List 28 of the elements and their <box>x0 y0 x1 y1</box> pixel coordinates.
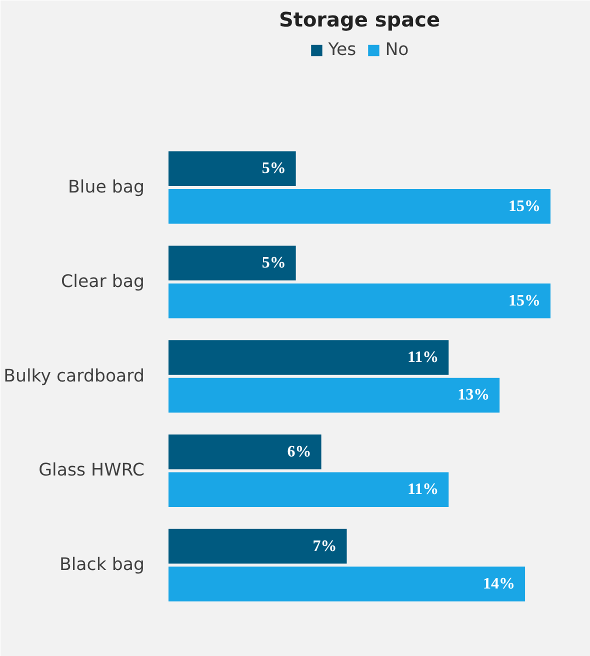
bar <box>168 528 347 564</box>
bar <box>168 189 550 224</box>
bar <box>168 378 500 413</box>
bar <box>168 566 526 602</box>
legend-label: No <box>385 40 409 60</box>
bar <box>168 472 449 507</box>
y-tick-label: Glass HWRC <box>38 460 145 481</box>
bar <box>168 283 550 318</box>
data-label: 14% <box>483 576 516 593</box>
bar <box>168 246 296 280</box>
data-label: 13% <box>458 386 490 404</box>
data-label: 5% <box>262 254 286 272</box>
chart-title: Storage space <box>278 8 440 32</box>
bar <box>168 151 296 186</box>
y-tick-label: Clear bag <box>61 272 145 292</box>
data-label: 5% <box>262 160 286 178</box>
y-tick-label: Black bag <box>59 555 145 576</box>
data-label: 6% <box>287 443 312 460</box>
y-tick-label: Bulky cardboard <box>4 366 145 386</box>
bar <box>168 434 322 470</box>
data-label: 15% <box>508 292 540 310</box>
data-label: 11% <box>408 481 439 498</box>
data-label: 11% <box>408 348 439 366</box>
data-label: 15% <box>508 198 540 215</box>
bar <box>168 340 449 375</box>
y-tick-label: Blue bag <box>68 178 145 198</box>
data-label: 7% <box>312 538 337 555</box>
legend-label: Yes <box>328 40 356 60</box>
